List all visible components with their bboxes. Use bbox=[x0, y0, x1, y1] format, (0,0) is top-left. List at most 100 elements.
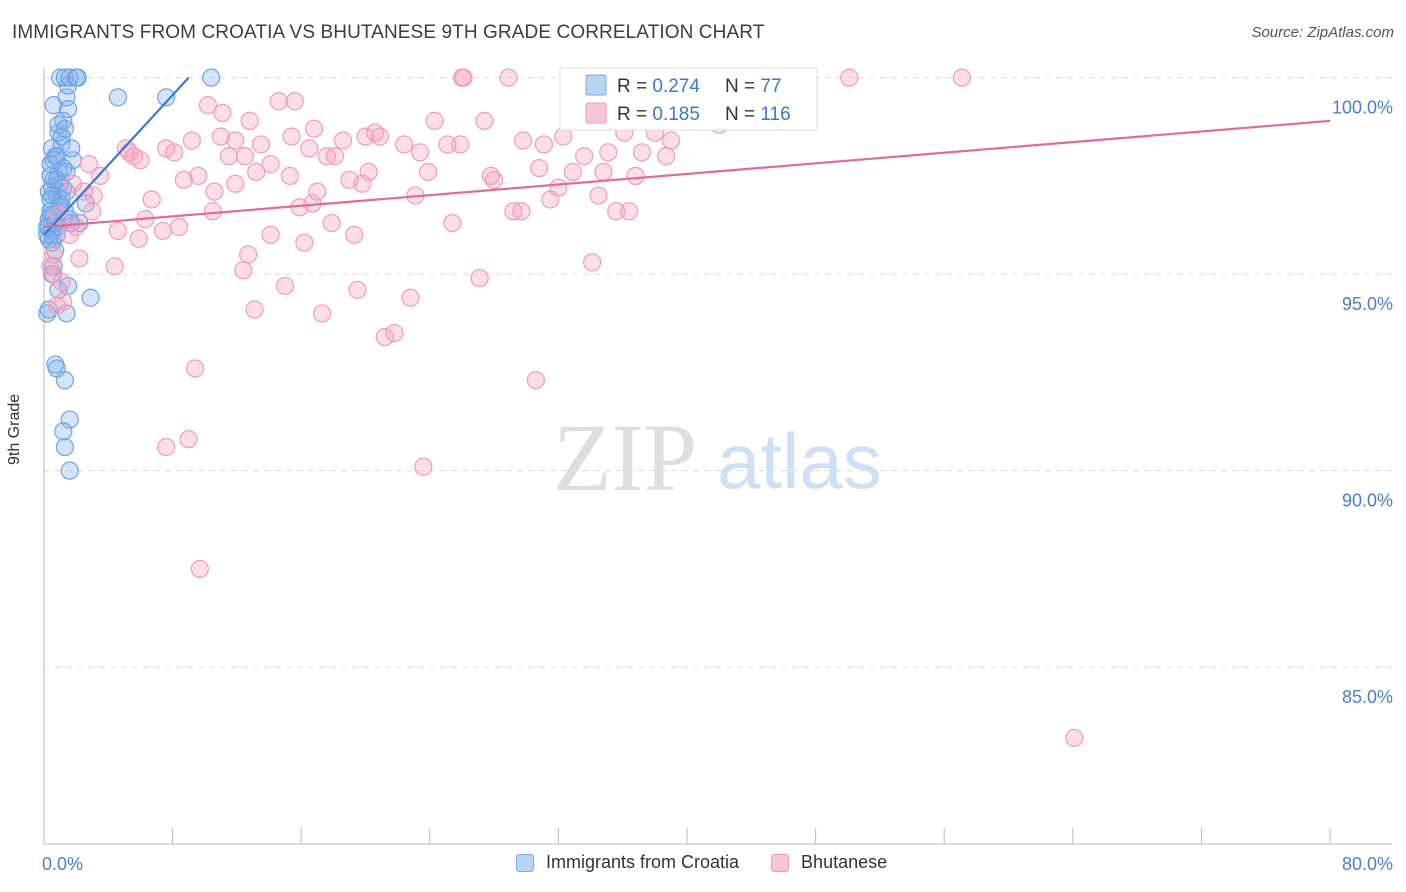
croatia-point-44 bbox=[54, 422, 73, 441]
bhutanese-point-26 bbox=[234, 261, 253, 280]
watermark-zip: ZIP bbox=[553, 404, 697, 511]
watermark-atlas: atlas bbox=[717, 417, 882, 505]
bhutanese-point-64 bbox=[443, 213, 462, 233]
bhutanese-point-117 bbox=[451, 135, 470, 154]
croatia-point-46 bbox=[60, 461, 79, 480]
points-bhutanese bbox=[41, 68, 1084, 747]
bhutanese-point-71 bbox=[499, 68, 518, 87]
y-tick-label-3: 85.0% bbox=[1342, 687, 1393, 707]
bhutanese-point-113 bbox=[198, 96, 218, 115]
bhutanese-point-106 bbox=[70, 249, 89, 268]
legend-swatch-bhutanese bbox=[585, 102, 607, 124]
bhutanese-point-112 bbox=[304, 119, 324, 138]
bhutanese-point-63 bbox=[438, 135, 457, 154]
legend-item-bhutanese[interactable]: Bhutanese bbox=[771, 852, 887, 873]
bhutanese-point-85 bbox=[599, 143, 618, 162]
bhutanese-point-88 bbox=[620, 202, 639, 221]
croatia-point-67 bbox=[59, 99, 78, 119]
bhutanese-point-82 bbox=[583, 253, 602, 272]
bhutanese-point-125 bbox=[240, 111, 259, 130]
bhutanese-point-50 bbox=[348, 280, 367, 299]
bhutanese-point-41 bbox=[300, 139, 319, 158]
bhutanese-point-109 bbox=[63, 174, 83, 193]
bhutanese-point-114 bbox=[353, 174, 372, 193]
croatia-point-25 bbox=[68, 68, 87, 87]
bhutanese-point-55 bbox=[375, 327, 394, 347]
bhutanese-point-90 bbox=[632, 143, 652, 162]
bhutanese-point-33 bbox=[261, 225, 280, 244]
bhutanese-point-56 bbox=[385, 324, 404, 343]
bhutanese-point-34 bbox=[269, 92, 288, 111]
y-tick-label-1: 95.0% bbox=[1342, 294, 1393, 314]
bhutanese-point-8 bbox=[91, 166, 110, 185]
bhutanese-point-40 bbox=[295, 233, 314, 252]
legend-swatch-croatia-bottom bbox=[516, 853, 534, 872]
croatia-point-49 bbox=[202, 68, 221, 87]
legend-n-label-0: N = bbox=[725, 76, 760, 97]
bhutanese-point-16 bbox=[165, 143, 184, 162]
legend-label-bhutanese: Bhutanese bbox=[801, 852, 888, 872]
series-legend: Immigrants from Croatia Bhutanese bbox=[516, 852, 919, 873]
source-label: Source: ZipAtlas.com bbox=[1251, 24, 1394, 41]
bhutanese-point-37 bbox=[282, 127, 301, 146]
croatia-point-47 bbox=[108, 88, 128, 107]
bhutanese-point-100 bbox=[186, 359, 205, 378]
bhutanese-point-47 bbox=[333, 131, 353, 150]
legend-r-label-1: R = bbox=[617, 104, 652, 125]
bhutanese-point-98 bbox=[952, 68, 971, 87]
bhutanese-point-14 bbox=[153, 221, 173, 241]
bhutanese-point-83 bbox=[589, 186, 608, 205]
bhutanese-point-84 bbox=[594, 162, 613, 182]
bhutanese-point-32 bbox=[261, 155, 280, 174]
legend-item-croatia[interactable]: Immigrants from Croatia bbox=[516, 852, 739, 873]
bhutanese-point-19 bbox=[189, 166, 208, 185]
svg-text:N = 77: N = 77 bbox=[725, 76, 782, 97]
bhutanese-point-116 bbox=[226, 174, 245, 193]
bhutanese-point-79 bbox=[554, 127, 573, 146]
croatia-point-75 bbox=[49, 115, 68, 134]
croatia-point-15 bbox=[52, 135, 71, 154]
bhutanese-point-99 bbox=[1065, 728, 1084, 747]
bhutanese-point-58 bbox=[401, 288, 420, 307]
bhutanese-point-86 bbox=[607, 202, 626, 221]
bhutanese-point-22 bbox=[211, 127, 230, 146]
tick-labels: 100.0% 95.0% 90.0% 85.0% 0.0% 80.0% bbox=[42, 98, 1393, 874]
bhutanese-point-44 bbox=[312, 304, 332, 323]
bhutanese-point-62 bbox=[425, 111, 444, 130]
bhutanese-point-9 bbox=[105, 257, 124, 276]
bhutanese-point-105 bbox=[108, 221, 128, 241]
bhutanese-point-46 bbox=[325, 147, 345, 166]
bhutanese-point-52 bbox=[359, 162, 378, 182]
croatia-point-39 bbox=[81, 288, 100, 307]
bhutanese-point-51 bbox=[356, 127, 375, 146]
bhutanese-point-38 bbox=[285, 92, 304, 111]
bhutanese-point-27 bbox=[235, 147, 255, 166]
axes bbox=[43, 68, 1392, 845]
croatia-point-71 bbox=[62, 139, 81, 158]
bhutanese-trend-line bbox=[43, 119, 1331, 229]
legend-r-value-1: 0.185 bbox=[652, 104, 700, 125]
bhutanese-point-17 bbox=[174, 170, 193, 189]
bhutanese-point-66 bbox=[454, 68, 473, 87]
bhutanese-point-36 bbox=[280, 166, 300, 185]
bhutanese-point-54 bbox=[370, 127, 390, 146]
bhutanese-point-3 bbox=[54, 292, 73, 311]
bhutanese-point-76 bbox=[534, 135, 554, 154]
bhutanese-point-43 bbox=[308, 182, 327, 201]
croatia-point-42 bbox=[55, 371, 74, 390]
croatia-point-41 bbox=[46, 355, 65, 374]
bhutanese-point-110 bbox=[169, 217, 189, 237]
legend-n-value-1: 116 bbox=[760, 104, 790, 125]
bhutanese-point-75 bbox=[530, 158, 549, 178]
bhutanese-point-29 bbox=[245, 300, 264, 319]
x-tick-label-0: 0.0% bbox=[42, 854, 83, 874]
y-tick-label-2: 90.0% bbox=[1342, 491, 1393, 511]
x-tick-label-1: 80.0% bbox=[1342, 854, 1393, 874]
stats-legend: R = 0.274 N = 77 R = 0.185 N = 116 bbox=[559, 67, 818, 131]
bhutanese-point-119 bbox=[44, 245, 63, 264]
gridlines bbox=[44, 77, 1392, 668]
legend-n-label-1: N = bbox=[725, 104, 760, 125]
bhutanese-point-18 bbox=[182, 131, 201, 150]
bhutanese-point-107 bbox=[120, 143, 139, 162]
